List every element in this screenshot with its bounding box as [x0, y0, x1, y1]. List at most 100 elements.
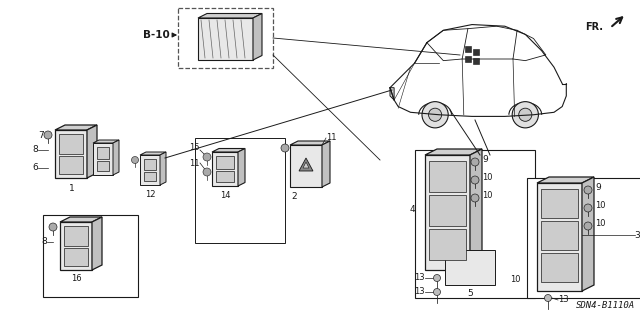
- Polygon shape: [55, 130, 87, 178]
- Bar: [473, 49, 479, 56]
- Text: 3: 3: [634, 231, 640, 240]
- Polygon shape: [60, 217, 102, 222]
- Text: 10: 10: [510, 276, 520, 285]
- Polygon shape: [60, 222, 92, 270]
- Text: 13: 13: [414, 287, 425, 296]
- Circle shape: [512, 102, 538, 128]
- Polygon shape: [87, 125, 97, 178]
- Text: 14: 14: [220, 191, 230, 200]
- Bar: [527, 178, 640, 298]
- Circle shape: [471, 194, 479, 202]
- Polygon shape: [290, 145, 322, 187]
- Polygon shape: [322, 141, 330, 187]
- Text: B-10: B-10: [143, 30, 170, 40]
- Circle shape: [471, 176, 479, 184]
- Bar: [64, 226, 88, 246]
- Bar: [473, 58, 479, 63]
- Bar: [541, 221, 578, 250]
- Text: 11: 11: [189, 159, 200, 167]
- Polygon shape: [582, 177, 594, 291]
- Text: 12: 12: [145, 190, 156, 199]
- Text: 13: 13: [414, 273, 425, 283]
- Polygon shape: [93, 143, 113, 175]
- Bar: [415, 150, 535, 298]
- Polygon shape: [212, 149, 245, 152]
- Circle shape: [44, 131, 52, 139]
- Circle shape: [545, 294, 552, 301]
- Bar: [64, 248, 88, 266]
- Bar: [195, 138, 285, 243]
- Bar: [59, 134, 83, 154]
- Circle shape: [584, 222, 592, 230]
- Polygon shape: [425, 155, 470, 270]
- Bar: [144, 172, 156, 181]
- Polygon shape: [290, 141, 330, 145]
- Text: 16: 16: [70, 274, 81, 283]
- Bar: [429, 195, 466, 226]
- Circle shape: [519, 108, 532, 121]
- Text: 4: 4: [410, 205, 415, 214]
- Polygon shape: [537, 183, 582, 291]
- Text: 2: 2: [291, 192, 297, 201]
- Text: 8: 8: [41, 238, 47, 247]
- Bar: [541, 189, 578, 218]
- Text: 13: 13: [558, 295, 568, 305]
- Bar: [97, 147, 109, 159]
- Text: 10: 10: [482, 174, 493, 182]
- Bar: [216, 156, 234, 169]
- Circle shape: [49, 223, 57, 231]
- Bar: [445, 250, 495, 285]
- Circle shape: [203, 168, 211, 176]
- Text: 7: 7: [38, 130, 44, 139]
- Polygon shape: [537, 177, 594, 183]
- Text: 15: 15: [189, 144, 200, 152]
- Text: 1: 1: [69, 184, 75, 193]
- Polygon shape: [238, 149, 245, 186]
- Text: 8: 8: [32, 145, 38, 154]
- Polygon shape: [253, 13, 262, 60]
- Circle shape: [131, 157, 138, 164]
- Text: 10: 10: [482, 191, 493, 201]
- Polygon shape: [470, 149, 482, 270]
- Text: 6: 6: [32, 164, 38, 173]
- Polygon shape: [212, 152, 238, 186]
- Bar: [465, 46, 471, 52]
- Polygon shape: [93, 140, 119, 143]
- Polygon shape: [198, 18, 253, 60]
- Polygon shape: [303, 162, 309, 168]
- Bar: [429, 161, 466, 192]
- Polygon shape: [160, 152, 166, 185]
- Text: 11: 11: [326, 133, 337, 143]
- Circle shape: [422, 102, 448, 128]
- Circle shape: [584, 204, 592, 212]
- Polygon shape: [55, 125, 97, 130]
- Circle shape: [281, 144, 289, 152]
- Polygon shape: [140, 152, 166, 155]
- Text: SDN4-B1110A: SDN4-B1110A: [576, 301, 635, 310]
- Polygon shape: [198, 13, 262, 18]
- Text: 5: 5: [467, 289, 473, 298]
- Text: 10: 10: [595, 202, 605, 211]
- Bar: [429, 229, 466, 260]
- Text: 9: 9: [595, 183, 601, 192]
- Polygon shape: [299, 158, 313, 171]
- Bar: [216, 171, 234, 182]
- Circle shape: [203, 153, 211, 161]
- Polygon shape: [113, 140, 119, 175]
- Bar: [178, 8, 273, 68]
- Bar: [43, 215, 138, 297]
- Circle shape: [471, 158, 479, 166]
- Bar: [59, 156, 83, 174]
- Circle shape: [584, 186, 592, 194]
- Circle shape: [433, 288, 440, 295]
- Text: 10: 10: [595, 219, 605, 228]
- Circle shape: [429, 108, 442, 121]
- Bar: [97, 161, 109, 171]
- Polygon shape: [140, 155, 160, 185]
- Circle shape: [433, 275, 440, 281]
- Polygon shape: [92, 217, 102, 270]
- Bar: [465, 56, 471, 62]
- Bar: [144, 159, 156, 170]
- Polygon shape: [425, 149, 482, 155]
- Text: 9: 9: [482, 155, 488, 165]
